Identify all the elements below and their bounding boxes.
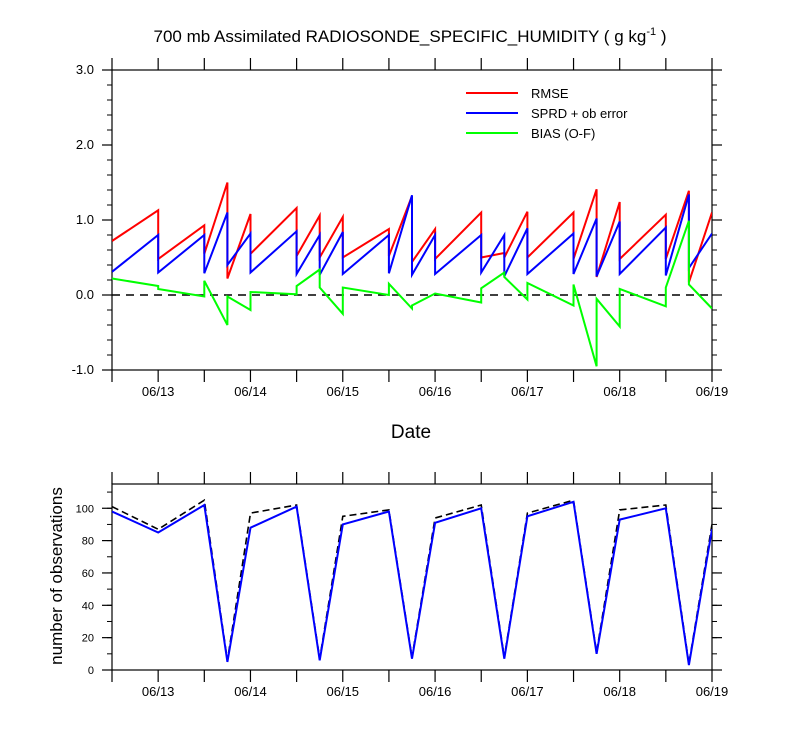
x-tick-label: 06/17 [511,684,544,699]
x-tick-label: 06/18 [603,384,636,399]
legend-label: BIAS (O-F) [531,126,595,141]
y-tick-label: 60 [82,568,94,580]
y-tick-label: 40 [82,600,94,612]
plot-frame [111,483,713,671]
x-tick-label: 06/16 [419,384,452,399]
series-line-possible [112,498,712,664]
x-tick-label: 06/19 [696,684,729,699]
y-tick-label: 100 [76,503,94,515]
chart-title: 700 mb Assimilated RADIOSONDE_SPECIFIC_H… [154,26,667,46]
x-tick-label: 06/17 [511,384,544,399]
y-tick-label: 3.0 [76,62,94,77]
x-tick-label: 06/19 [696,384,729,399]
x-tick-label: 06/15 [326,384,359,399]
x-tick-label: 06/14 [234,384,267,399]
series-line-bias-o-f [112,220,712,367]
x-tick-label: 06/13 [142,684,175,699]
series-line-assimilated [112,500,712,666]
x-tick-label: 06/13 [142,384,175,399]
chart-title-suffix: ) [656,27,666,46]
y-tick-label: 80 [82,536,94,548]
series-line-rmse [112,182,712,283]
series-line-sprd-ob-error [112,194,712,279]
y-tick-label: 2.0 [76,137,94,152]
y-tick-label: 20 [82,633,94,645]
y-tick-label: -1.0 [72,362,94,377]
top-x-axis-label: Date [391,422,431,443]
y-tick-label: 0 [88,665,94,677]
top-panel: 06/13 06/14 06/15 06/16 06/17 06/18 06/19 -1.0 0… [72,58,729,399]
x-tick-label: 06/15 [326,684,359,699]
y-tick-label: 1.0 [76,212,94,227]
bottom-y-axis-label: number of observations [47,487,66,665]
chart-title-superscript: -1 [646,26,656,38]
x-tick-label: 06/14 [234,684,267,699]
legend-label: RMSE [531,86,569,101]
bottom-panel: 06/13 06/14 06/15 06/16 06/17 06/18 06/19 0 20 40… [76,472,729,699]
chart-title-main: 700 mb Assimilated RADIOSONDE_SPECIFIC_H… [154,27,647,46]
x-tick-label: 06/18 [603,684,636,699]
y-tick-label: 0.0 [76,287,94,302]
legend-label: SPRD + ob error [531,106,628,121]
x-tick-label: 06/16 [419,684,452,699]
